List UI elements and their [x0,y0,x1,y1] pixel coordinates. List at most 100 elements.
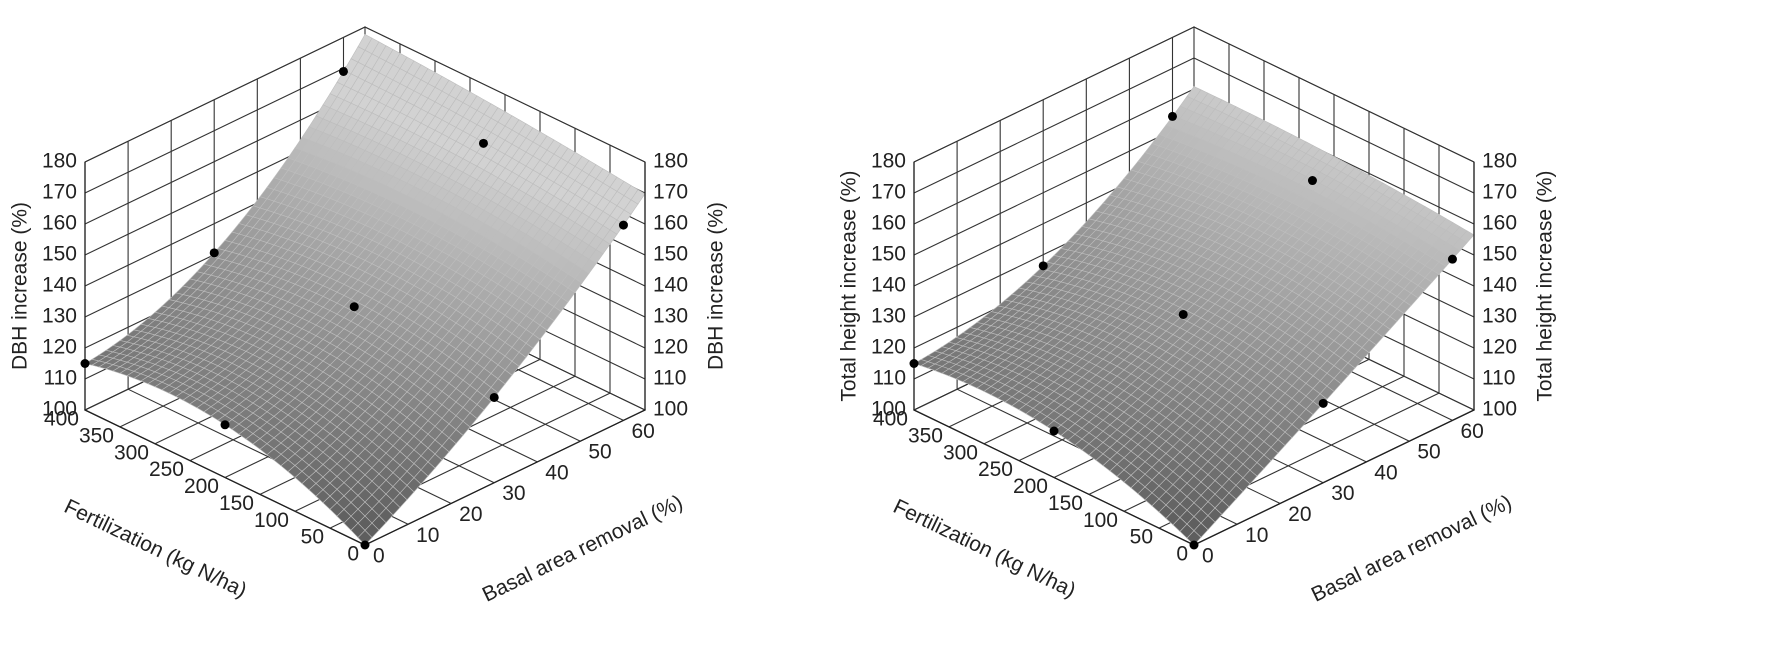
z-axis-title: DBH increase (%) [705,202,728,370]
data-point [909,359,919,368]
y-tick-label: 0 [1202,545,1214,568]
data-point [1167,111,1177,121]
x-tick-label: 250 [978,458,1013,481]
data-point [360,540,370,550]
x-tick-label: 150 [219,492,254,515]
z-tick-label: 100 [653,398,688,421]
z-tick-label: 150 [871,243,906,266]
x-tick-label: 0 [1176,543,1188,566]
data-point [1038,261,1048,271]
z-tick-label: 110 [653,367,686,390]
z-tick-label: 130 [871,305,906,328]
data-point [220,420,230,430]
x-tick-label: 150 [1048,492,1083,515]
z-tick-label: 130 [653,305,688,328]
z-tick-label: 150 [1482,243,1517,266]
y-tick-label: 40 [1374,461,1397,484]
data-point [338,66,348,76]
data-point [618,220,628,230]
z-tick-label: 120 [871,336,906,359]
data-point [349,302,359,312]
z-tick-label: 160 [871,212,906,235]
z-tick-label: 110 [873,367,906,390]
surface-cell [1186,530,1202,546]
surface-cell [357,529,373,546]
x-tick-label: 400 [44,408,79,431]
x-tick-label: 200 [1013,475,1048,498]
y-axis-title: Basal area removal (%) [479,491,687,607]
y-tick-label: 50 [1417,441,1440,464]
z-tick-label: 140 [653,274,688,297]
z-tick-label: 180 [653,150,688,173]
z-tick-label: 170 [871,181,906,204]
axis-line [364,409,646,546]
z-tick-label: 170 [1482,181,1517,204]
z-tick-label: 170 [653,181,688,204]
z-tick-label: 140 [871,274,906,297]
x-tick-label: 300 [943,441,978,464]
axis-line [913,409,1195,546]
data-point [80,359,90,368]
axis-line [84,409,366,546]
y-tick-label: 40 [545,461,568,484]
z-tick-label: 180 [42,150,77,173]
x-tick-label: 250 [149,458,184,481]
data-point [209,248,219,258]
y-tick-label: 10 [1245,524,1268,547]
x-tick-label: 400 [873,408,908,431]
z-tick-label: 130 [42,305,77,328]
data-point [1307,176,1317,186]
y-tick-label: 30 [502,482,525,505]
z-tick-label: 120 [653,336,688,359]
y-tick-label: 20 [459,503,482,526]
x-tick-label: 100 [1083,509,1118,532]
surface [84,33,646,546]
x-tick-label: 100 [254,509,289,532]
z-tick-label: 140 [42,274,77,297]
x-tick-label: 350 [79,424,114,447]
z-tick-label: 160 [1482,212,1517,235]
y-tick-label: 60 [631,420,654,443]
x-tick-label: 300 [114,441,149,464]
data-point [1189,540,1199,550]
z-tick-label: 140 [1482,274,1517,297]
data-point [1318,398,1328,408]
y-tick-label: 30 [1331,482,1354,505]
z-tick-label: 100 [42,398,77,421]
y-tick-label: 10 [416,524,439,547]
z-axis-title: DBH increase (%) [9,202,32,370]
x-tick-label: 200 [184,475,219,498]
z-axis-title: Total height increase (%) [1534,170,1557,401]
z-tick-label: 180 [1482,150,1517,173]
z-tick-label: 160 [42,212,77,235]
data-point [1049,426,1059,436]
z-tick-label: 160 [653,212,688,235]
data-point [1447,254,1457,264]
x-tick-label: 0 [347,543,359,566]
axis-line [1193,409,1475,546]
y-axis-title: Basal area removal (%) [1308,491,1516,607]
y-tick-label: 0 [373,545,385,568]
data-point [489,392,499,402]
z-axis-title: Total height increase (%) [838,170,861,401]
x-tick-label: 350 [908,424,943,447]
z-tick-label: 100 [1482,398,1517,421]
y-tick-label: 60 [1460,420,1483,443]
z-tick-label: 150 [653,243,688,266]
surface [913,86,1475,546]
z-tick-label: 150 [42,243,77,266]
x-tick-label: 50 [301,526,324,549]
z-tick-label: 170 [42,181,77,204]
z-tick-label: 130 [1482,305,1517,328]
data-point [1178,309,1188,319]
z-tick-label: 100 [871,398,906,421]
x-tick-label: 50 [1130,526,1153,549]
z-tick-label: 180 [871,150,906,173]
y-tick-label: 50 [588,441,611,464]
z-tick-label: 110 [44,367,77,390]
y-tick-label: 20 [1288,503,1311,526]
z-tick-label: 120 [42,336,77,359]
